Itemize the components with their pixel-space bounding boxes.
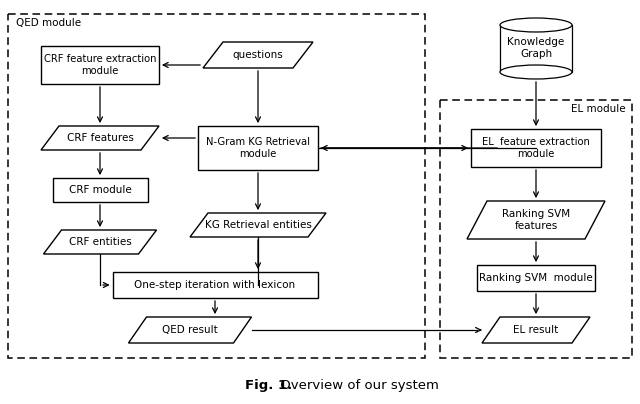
Text: EL module: EL module — [572, 104, 626, 114]
Bar — [477, 265, 595, 291]
Text: CRF features: CRF features — [67, 133, 133, 143]
Text: One-step iteration with lexicon: One-step iteration with lexicon — [134, 280, 296, 290]
Text: CRF module: CRF module — [68, 185, 131, 195]
Text: EL result: EL result — [513, 325, 559, 335]
Ellipse shape — [500, 18, 572, 32]
Text: questions: questions — [232, 50, 284, 60]
Text: EL  feature extraction
module: EL feature extraction module — [482, 137, 590, 159]
Bar — [41, 46, 159, 84]
Text: Ranking SVM  module: Ranking SVM module — [479, 273, 593, 283]
Text: QED module: QED module — [16, 18, 81, 28]
Bar — [440, 100, 632, 358]
Polygon shape — [482, 317, 590, 343]
Text: QED result: QED result — [162, 325, 218, 335]
Polygon shape — [41, 126, 159, 150]
Text: N-Gram KG Retrieval
module: N-Gram KG Retrieval module — [206, 137, 310, 159]
Polygon shape — [129, 317, 252, 343]
Text: Fig. 1.: Fig. 1. — [245, 379, 292, 391]
Ellipse shape — [500, 65, 572, 79]
Polygon shape — [44, 230, 157, 254]
Bar — [500, 25, 572, 72]
Polygon shape — [467, 201, 605, 239]
Text: Knowledge
Graph: Knowledge Graph — [508, 37, 564, 59]
Polygon shape — [190, 213, 326, 237]
Bar — [113, 272, 317, 298]
Bar — [198, 126, 318, 170]
Bar — [8, 14, 425, 358]
Text: Ranking SVM
features: Ranking SVM features — [502, 209, 570, 231]
Bar — [471, 129, 601, 167]
Bar — [52, 178, 147, 202]
Text: Overview of our system: Overview of our system — [276, 379, 439, 391]
Text: KG Retrieval entities: KG Retrieval entities — [205, 220, 312, 230]
Text: CRF feature extraction
module: CRF feature extraction module — [44, 54, 156, 76]
Text: CRF entities: CRF entities — [68, 237, 131, 247]
Polygon shape — [203, 42, 313, 68]
